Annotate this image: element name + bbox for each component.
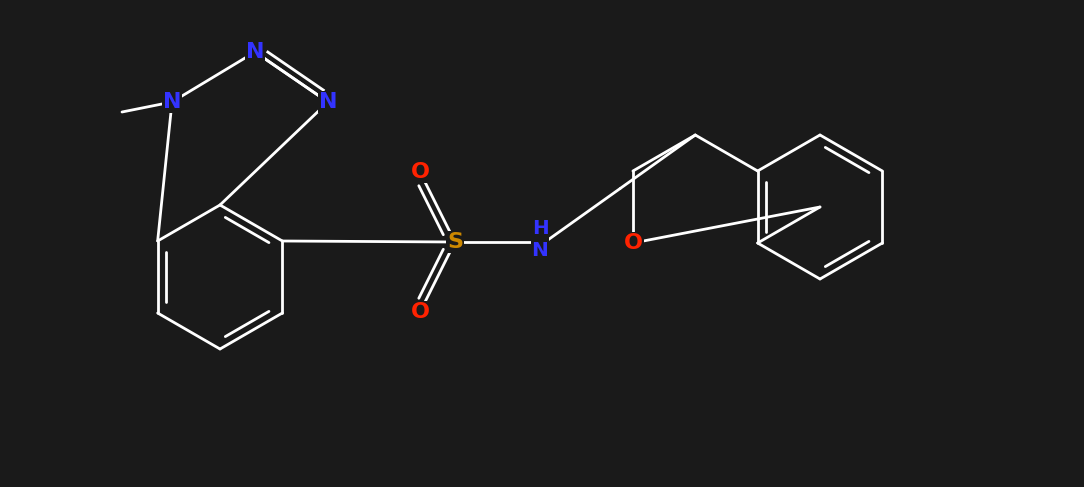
Text: H
N: H N — [531, 220, 549, 261]
Text: N: N — [319, 92, 337, 112]
Text: O: O — [623, 233, 643, 253]
Text: O: O — [411, 162, 429, 182]
Text: N: N — [163, 92, 181, 112]
Text: N: N — [246, 42, 264, 62]
Text: S: S — [447, 232, 463, 252]
Text: O: O — [411, 302, 429, 322]
